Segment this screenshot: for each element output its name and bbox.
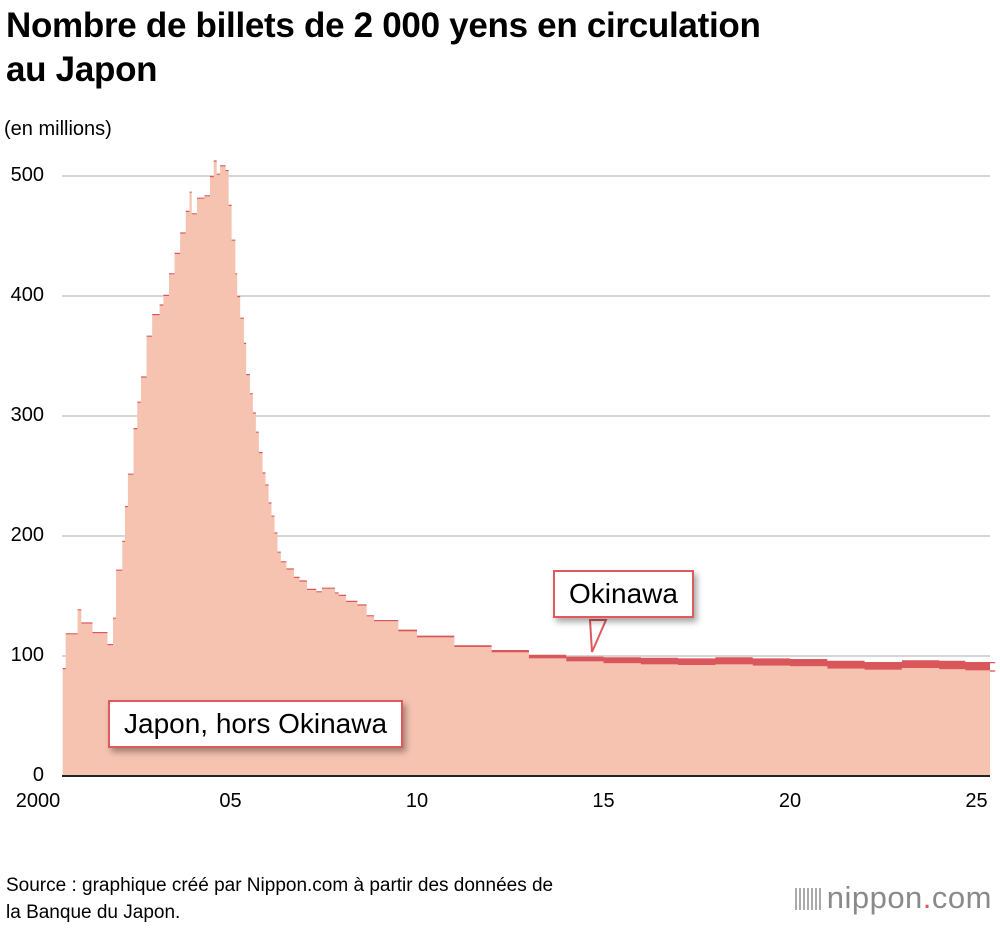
y-tick-label: 400: [10, 284, 44, 306]
x-tick-label: 05: [219, 790, 242, 812]
title-line-2: au Japon: [6, 50, 158, 89]
nippon-logo: nippon.com: [794, 880, 992, 916]
legend-label-okinawa: Okinawa: [553, 570, 694, 618]
y-tick-label: 100: [10, 644, 44, 666]
legend-label-japon: Japon, hors Okinawa: [108, 700, 404, 748]
x-tick-label: 20: [778, 790, 802, 812]
y-tick-label: 300: [10, 404, 44, 426]
callout-pointer: [588, 619, 608, 653]
y-tick-label: 200: [10, 524, 44, 546]
x-tick-label: 15: [592, 790, 615, 812]
logo-tld: com: [931, 880, 992, 915]
source-line-2: la Banque du Japon.: [6, 902, 181, 923]
logo-name: nippon: [826, 880, 923, 915]
x-tick-label: 25: [965, 790, 988, 812]
source-note: Source : graphique créé par Nippon.com à…: [6, 872, 553, 926]
chart-title: Nombre de billets de 2 000 yens en circu…: [6, 4, 966, 92]
logo-bars-icon: [794, 888, 821, 910]
source-line-1: Source : graphique créé par Nippon.com à…: [6, 875, 554, 896]
y-axis-unit-label: (en millions): [4, 118, 112, 140]
y-tick-label: 0: [32, 764, 44, 786]
logo-dot: .: [922, 880, 932, 915]
area-japon-hors-okinawa: [62, 161, 996, 777]
x-tick-label: 2000: [15, 790, 61, 812]
title-line-1: Nombre de billets de 2 000 yens en circu…: [6, 6, 761, 45]
y-tick-label: 500: [10, 164, 44, 186]
x-tick-label: 10: [405, 790, 429, 812]
